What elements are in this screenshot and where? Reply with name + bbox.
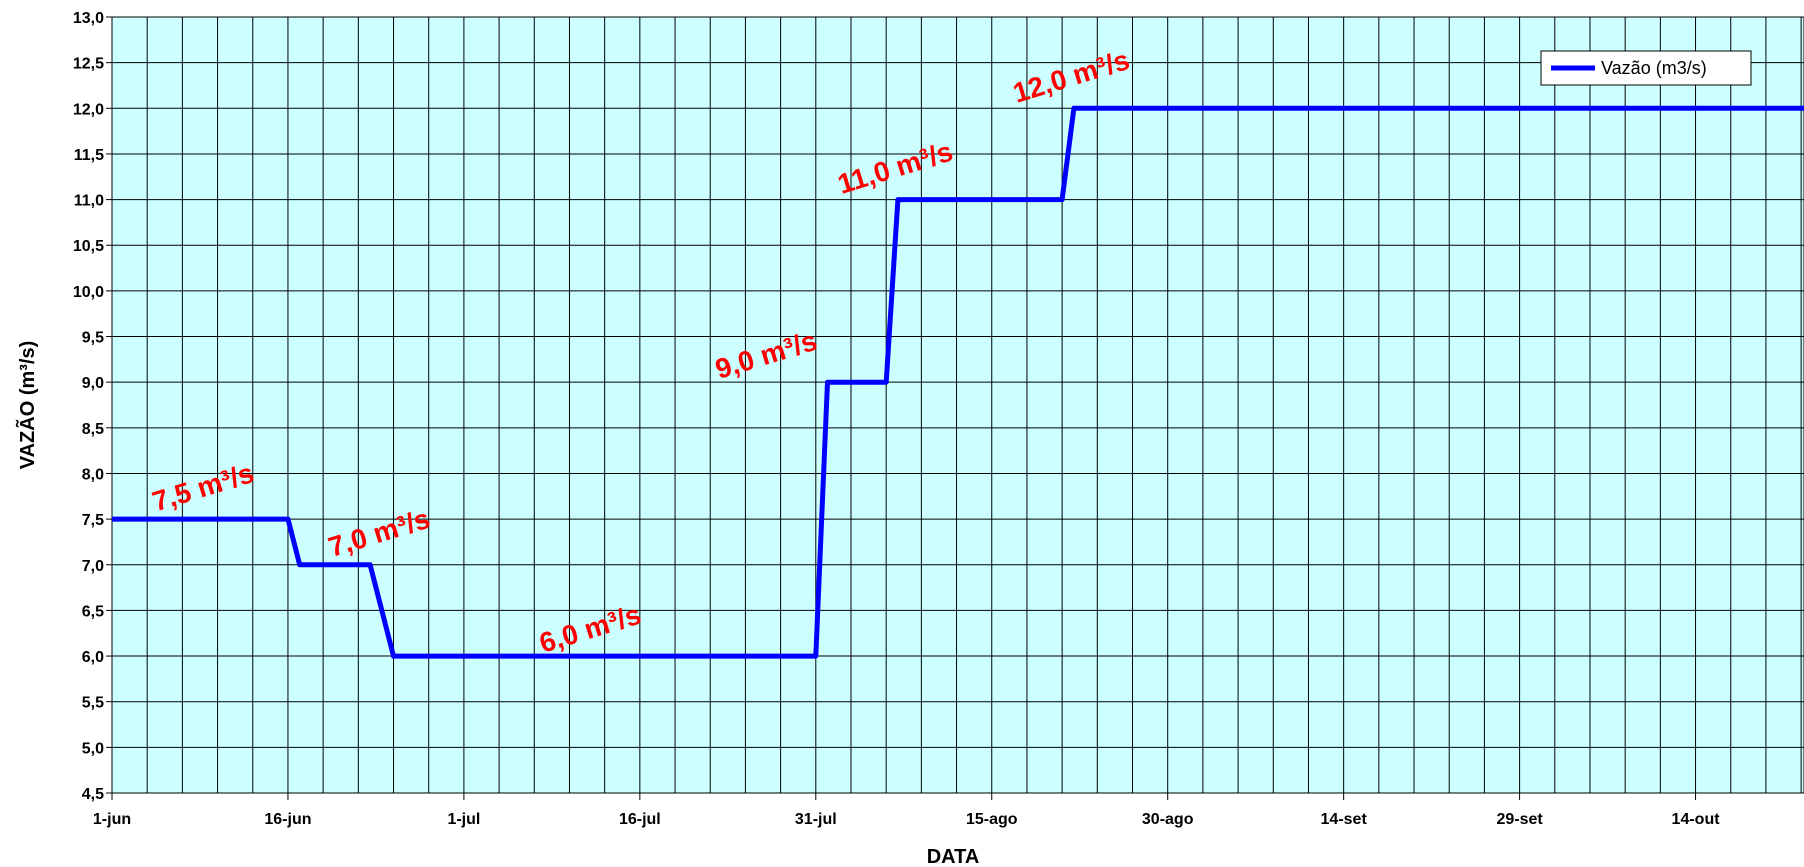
- y-tick-label: 11,0: [74, 193, 104, 210]
- x-tick-label: 16-jul: [619, 811, 661, 828]
- y-tick-label: 6,5: [82, 603, 104, 620]
- x-axis-title: DATA: [927, 846, 980, 867]
- y-tick-label: 7,5: [82, 512, 104, 529]
- x-tick-label: 14-set: [1321, 811, 1368, 828]
- plot-border: [111, 16, 1804, 794]
- y-axis: 4,5 5,0 5,5 6,0 6,5 7,0 7,5 8,0 8,5 9,0 9,5 10,0 10,…: [73, 10, 112, 803]
- y-tick-label: 12,5: [73, 56, 104, 73]
- x-tick-label: 29-set: [1496, 811, 1543, 828]
- x-tick-label: 1-jun: [93, 811, 131, 828]
- y-tick-label: 5,0: [82, 740, 104, 757]
- y-tick-label: 8,5: [82, 421, 104, 438]
- y-tick-label: 7,0: [82, 558, 104, 575]
- plot-area: [112, 17, 1804, 793]
- y-axis-title: VAZÃO (m³/s): [16, 341, 39, 470]
- x-tick-label: 1-jul: [447, 811, 480, 828]
- series-layer: [112, 105, 1804, 659]
- x-tick-label: 15-ago: [966, 811, 1018, 828]
- x-axis: 1-jun 16-jun 1-jul 16-jul 31-jul 15-ago 30-ago…: [93, 793, 1721, 828]
- y-tick-label: 5,5: [82, 695, 104, 712]
- y-tick-label: 10,0: [73, 284, 104, 301]
- x-tick-label: 16-jun: [264, 811, 311, 828]
- y-tick-label: 10,5: [73, 238, 104, 255]
- y-tick-label: 9,0: [82, 375, 104, 392]
- y-tick-label: 9,5: [82, 330, 104, 347]
- legend-label: Vazão (m3/s): [1601, 58, 1707, 78]
- x-tick-label: 30-ago: [1142, 811, 1194, 828]
- y-tick-label: 6,0: [82, 649, 104, 666]
- x-tick-label: 14-out: [1672, 811, 1721, 828]
- series-line: [112, 105, 1804, 659]
- grid: [112, 16, 1804, 794]
- y-tick-label: 11,5: [74, 147, 104, 164]
- legend: Vazão (m3/s): [1540, 50, 1752, 86]
- x-tick-label: 31-jul: [795, 811, 837, 828]
- y-tick-label: 4,5: [82, 786, 104, 803]
- y-tick-label: 8,0: [82, 466, 104, 483]
- y-tick-label: 13,0: [73, 10, 104, 27]
- y-tick-label: 12,0: [73, 101, 104, 118]
